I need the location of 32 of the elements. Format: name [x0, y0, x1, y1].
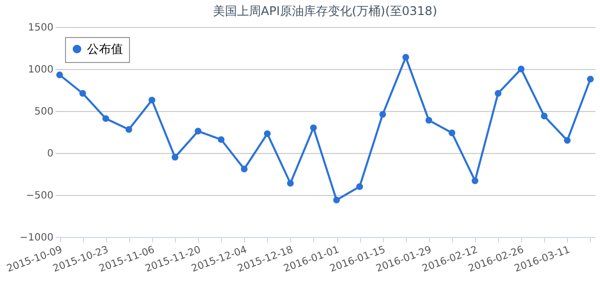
point [587, 76, 594, 82]
point [540, 112, 548, 120]
point [472, 177, 478, 184]
y-tick-label: 1000 [28, 64, 54, 76]
y-tick-label: 500 [34, 106, 54, 118]
point [564, 137, 571, 144]
point [148, 96, 156, 104]
point [356, 183, 363, 190]
point [79, 90, 86, 97]
point [218, 136, 225, 143]
point [172, 154, 178, 161]
point [402, 54, 410, 61]
point [102, 115, 110, 122]
y-tick-label: 0 [47, 148, 54, 160]
point [264, 130, 271, 138]
point [56, 72, 63, 78]
point [425, 116, 432, 124]
point [240, 166, 248, 172]
chart-title: 美国上周API原油库存变化(万桶)(至0318) [212, 4, 438, 18]
point [125, 126, 132, 133]
point [379, 111, 386, 118]
point [194, 128, 202, 135]
y-tick-label: 1500 [28, 22, 54, 34]
point [518, 66, 525, 72]
point [494, 90, 502, 97]
point [310, 124, 317, 132]
legend-label: 公布值 [87, 42, 123, 56]
point [448, 129, 456, 136]
y-tick-label: −1000 [20, 232, 54, 244]
point [333, 196, 340, 204]
y-tick-label: −500 [26, 190, 54, 202]
point [287, 180, 294, 187]
